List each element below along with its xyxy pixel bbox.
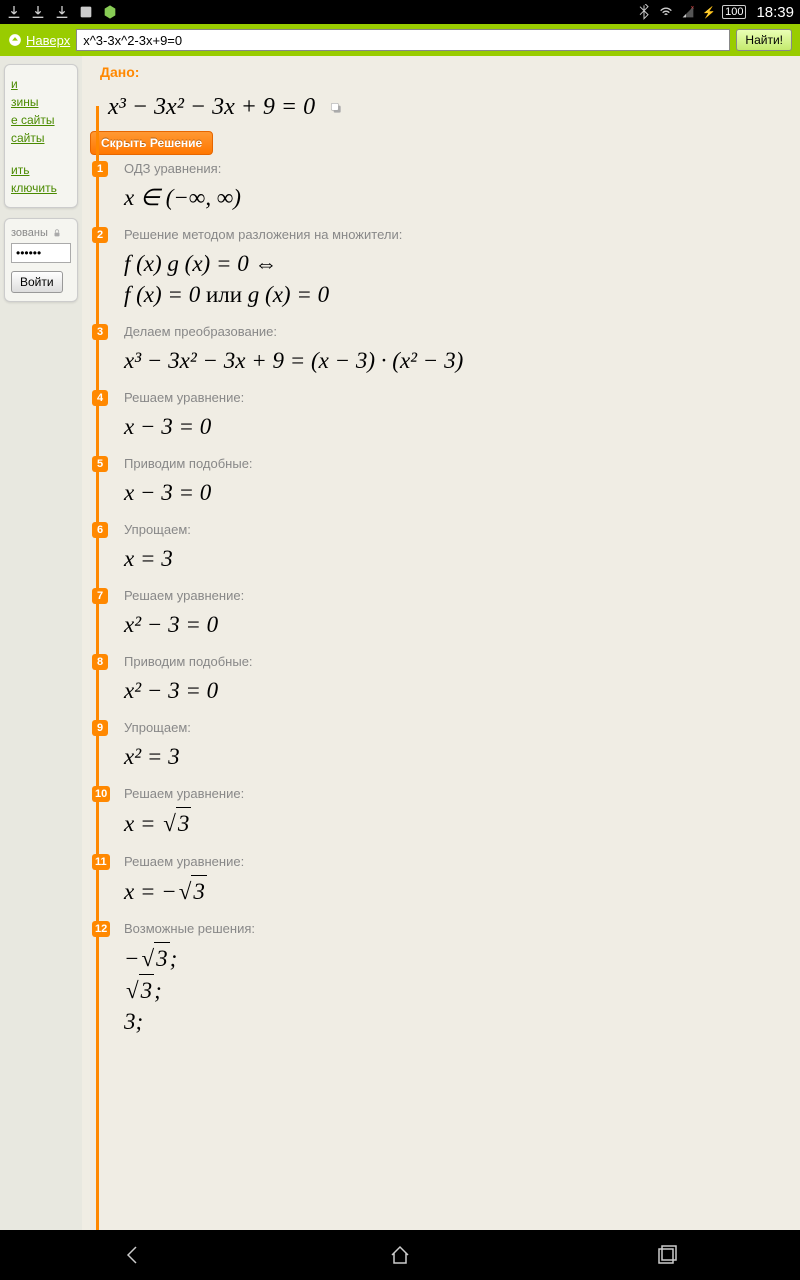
step-equation: x ∈ (−∞, ∞) <box>124 182 790 213</box>
step-label: Возможные решения: <box>124 921 790 936</box>
step-number: 2 <box>92 227 108 243</box>
android-nav-bar <box>0 1230 800 1280</box>
password-field[interactable] <box>11 243 71 263</box>
step-number: 9 <box>92 720 108 736</box>
step-equation: −3;3;3; <box>124 942 790 1037</box>
step-label: Решаем уравнение: <box>124 854 790 869</box>
equation-text: x³ − 3x² − 3x + 9 = 0 <box>108 94 315 121</box>
copy-icon[interactable] <box>329 101 343 115</box>
step-label: Решаем уравнение: <box>124 786 790 801</box>
wifi-icon <box>658 4 674 20</box>
scroll-top-link[interactable]: Наверх <box>8 33 70 48</box>
sidebar-panel-1: и зины е сайты сайты ить ключить <box>4 64 78 208</box>
solution-step: 3 Делаем преобразование: x³ − 3x² − 3x +… <box>94 318 790 384</box>
step-number: 11 <box>92 854 110 870</box>
step-label: Решаем уравнение: <box>124 588 790 603</box>
step-equation: f (x) g (x) = 0 ⇔f (x) = 0 или g (x) = 0 <box>124 248 790 310</box>
step-equation: x² − 3 = 0 <box>124 675 790 706</box>
lock-icon <box>52 228 62 238</box>
bluetooth-icon <box>636 4 652 20</box>
main-area: и зины е сайты сайты ить ключить зованы … <box>0 56 800 1230</box>
solution-step: 2 Решение методом разложения на множител… <box>94 221 790 318</box>
side-link[interactable]: сайты <box>11 131 71 145</box>
sidebar: и зины е сайты сайты ить ключить зованы … <box>0 56 82 1230</box>
step-number: 8 <box>92 654 108 670</box>
step-label: ОДЗ уравнения: <box>124 161 790 176</box>
step-label: Делаем преобразование: <box>124 324 790 339</box>
lock-label: зованы <box>11 227 48 239</box>
main-equation: x³ − 3x² − 3x + 9 = 0 <box>82 88 790 131</box>
step-equation: x² − 3 = 0 <box>124 609 790 640</box>
solution-step: 9 Упрощаем: x² = 3 <box>94 714 790 780</box>
step-equation: x = 3 <box>124 543 790 574</box>
signal-icon: × <box>680 4 696 20</box>
steps-container: 1 ОДЗ уравнения: x ∈ (−∞, ∞)2 Решение ме… <box>82 155 790 1045</box>
back-icon[interactable] <box>121 1243 145 1267</box>
hexagon-icon <box>102 4 118 20</box>
hide-solution-button[interactable]: Скрыть Решение <box>90 131 213 155</box>
login-button[interactable]: Войти <box>11 271 63 293</box>
solution-step: 4 Решаем уравнение: x − 3 = 0 <box>94 384 790 450</box>
recent-icon[interactable] <box>655 1243 679 1267</box>
step-number: 7 <box>92 588 108 604</box>
step-equation: x = 3 <box>124 807 790 839</box>
step-number: 12 <box>92 921 110 937</box>
solution-step: 8 Приводим подобные: x² − 3 = 0 <box>94 648 790 714</box>
lock-row: зованы <box>11 227 71 239</box>
home-icon[interactable] <box>388 1243 412 1267</box>
download-icon <box>54 4 70 20</box>
solution-step: 12 Возможные решения: −3;3;3; <box>94 915 790 1045</box>
step-label: Приводим подобные: <box>124 456 790 471</box>
step-number: 3 <box>92 324 108 340</box>
step-equation: x² = 3 <box>124 741 790 772</box>
download-icon <box>30 4 46 20</box>
given-label: Дано: <box>100 64 139 80</box>
battery-charging-icon: ⚡ <box>702 6 716 19</box>
step-number: 6 <box>92 522 108 538</box>
search-bar: Наверх Найти! <box>0 24 800 56</box>
android-status-bar: × ⚡ 100 18:39 <box>0 0 800 24</box>
search-input[interactable] <box>76 29 730 51</box>
step-number: 5 <box>92 456 108 472</box>
step-label: Упрощаем: <box>124 522 790 537</box>
solution-step: 6 Упрощаем: x = 3 <box>94 516 790 582</box>
step-number: 1 <box>92 161 108 177</box>
arrow-up-icon <box>8 33 22 47</box>
step-equation: x = −3 <box>124 875 790 907</box>
solution-step: 5 Приводим подобные: x − 3 = 0 <box>94 450 790 516</box>
battery-level: 100 <box>722 5 746 19</box>
solution-step: 7 Решаем уравнение: x² − 3 = 0 <box>94 582 790 648</box>
given-section: Дано: <box>82 56 790 88</box>
step-equation: x − 3 = 0 <box>124 411 790 442</box>
solution-step: 1 ОДЗ уравнения: x ∈ (−∞, ∞) <box>94 155 790 221</box>
svg-text:×: × <box>691 5 695 11</box>
step-label: Решение методом разложения на множители: <box>124 227 790 242</box>
side-link[interactable]: ить <box>11 163 71 177</box>
step-number: 10 <box>92 786 110 802</box>
status-left-icons <box>6 4 118 20</box>
status-time: 18:39 <box>756 4 794 21</box>
step-equation: x − 3 = 0 <box>124 477 790 508</box>
side-link[interactable]: зины <box>11 95 71 109</box>
side-link[interactable]: ключить <box>11 181 71 195</box>
step-label: Решаем уравнение: <box>124 390 790 405</box>
step-label: Приводим подобные: <box>124 654 790 669</box>
side-link[interactable]: е сайты <box>11 113 71 127</box>
login-panel: зованы Войти <box>4 218 78 302</box>
side-link[interactable]: и <box>11 77 71 91</box>
solution-step: 10 Решаем уравнение: x = 3 <box>94 780 790 847</box>
step-label: Упрощаем: <box>124 720 790 735</box>
download-icon <box>6 4 22 20</box>
step-equation: x³ − 3x² − 3x + 9 = (x − 3) · (x² − 3) <box>124 345 790 376</box>
scroll-top-label: Наверх <box>26 33 70 48</box>
content-area: Дано: x³ − 3x² − 3x + 9 = 0 Скрыть Решен… <box>82 56 800 1230</box>
status-right-icons: × ⚡ 100 18:39 <box>636 4 794 21</box>
step-number: 4 <box>92 390 108 406</box>
app-icon <box>78 4 94 20</box>
search-button[interactable]: Найти! <box>736 29 792 51</box>
solution-step: 11 Решаем уравнение: x = −3 <box>94 848 790 915</box>
